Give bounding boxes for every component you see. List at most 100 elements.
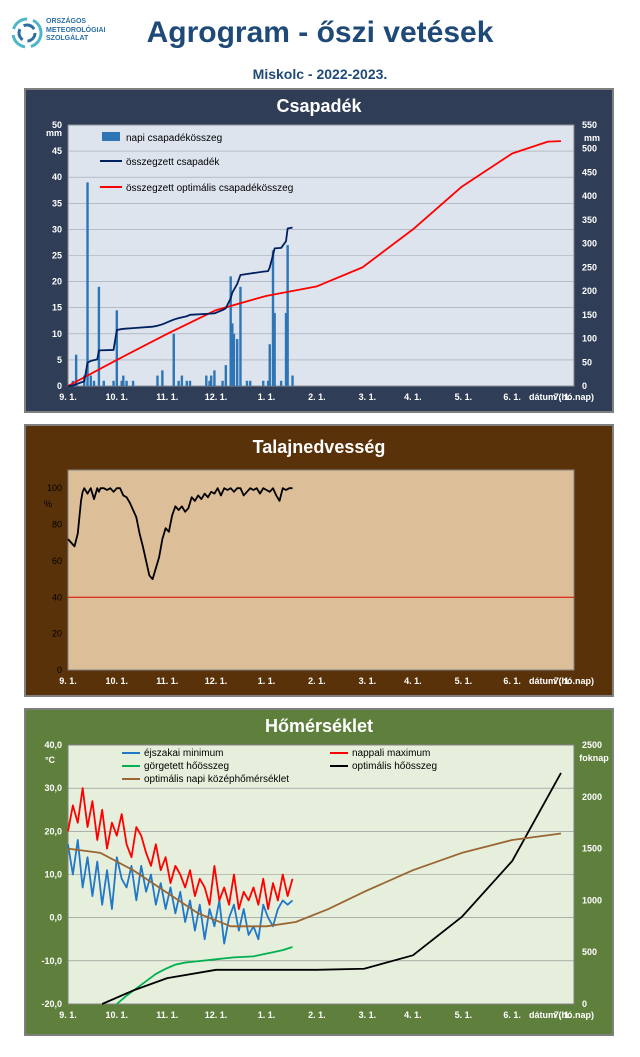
precip-bar [273, 312, 276, 386]
rolling-heat-line [116, 946, 293, 1005]
x-tick-label: 3. 1. [359, 1010, 377, 1020]
y2-tick-label: 450 [582, 167, 597, 177]
y-tick-label: 20 [52, 629, 62, 639]
optimal-heat-sum-line [101, 772, 562, 1005]
x-tick-label: 2. 1. [308, 392, 326, 402]
y-tick-label: 45 [52, 146, 62, 156]
precip-bar [224, 365, 228, 386]
precip-bar [115, 310, 119, 386]
precip-bar [177, 380, 180, 386]
x-tick-label: 7. 1. [554, 676, 572, 686]
x-tick-label: 4. 1. [404, 676, 422, 686]
legend-label: nappali maximum [352, 748, 430, 759]
precip-bar [161, 370, 164, 386]
chart-title: Hőmérséklet [265, 716, 373, 736]
precip-bar [89, 375, 92, 386]
precip-bar [156, 375, 159, 386]
x-tick-label: 3. 1. [359, 392, 377, 402]
y-tick-label: 0,0 [49, 913, 62, 923]
x-tick-label: 1. 1. [258, 392, 276, 402]
precip-bar [268, 344, 271, 386]
x-axis-label: dátum (hó.nap) [529, 1010, 594, 1020]
precip-bar [236, 339, 239, 386]
y-tick-label: 40,0 [44, 740, 62, 750]
precip-bar [188, 380, 192, 386]
y2-tick-label: 2000 [582, 792, 602, 802]
omsz-logo: ORSZÁGOS METEOROLÓGIAI SZOLGÁLAT [10, 16, 130, 60]
y-tick-label: 25 [52, 251, 62, 261]
y2-tick-label: 550 [582, 120, 597, 130]
precip-bar [185, 380, 188, 386]
x-tick-label: 2. 1. [308, 676, 326, 686]
chart-title: Csapadék [276, 96, 362, 116]
x-tick-label: 5. 1. [455, 392, 473, 402]
x-tick-label: 9. 1. [59, 1010, 77, 1020]
x-tick-label: 4. 1. [404, 392, 422, 402]
x-tick-label: 5. 1. [455, 676, 473, 686]
y-tick-label: 80 [52, 520, 62, 530]
y-tick-label: 15 [52, 303, 62, 313]
y-tick-label: 30,0 [44, 783, 62, 793]
precip-bar [249, 380, 252, 386]
y-tick-label: 5 [57, 355, 62, 365]
y-axis-label: % [44, 499, 52, 509]
y-tick-label: -10,0 [41, 956, 62, 966]
precip-bar [209, 375, 213, 386]
precip-bar [120, 380, 123, 386]
y2-tick-label: 500 [582, 947, 597, 957]
x-axis-label: dátum (hó.nap) [529, 392, 594, 402]
precip-bar [279, 380, 283, 386]
precip-bar [131, 380, 135, 386]
x-tick-label: 11. 1. [156, 676, 178, 686]
y2-tick-label: 0 [582, 999, 587, 1009]
legend-label: optimális hőösszeg [352, 761, 437, 772]
y2-tick-label: 200 [582, 286, 597, 296]
day-max-line [67, 787, 294, 910]
y2-tick-label: 150 [582, 310, 597, 320]
precip-bar [245, 380, 249, 386]
y-tick-label: 10,0 [44, 870, 62, 880]
precipitation-panel: Csapadék 9. 1. 10. 1. 11. 1. 12. 1. 1. 1. 2. 1… [24, 88, 614, 413]
y2-axis-label: foknap [579, 753, 609, 763]
y-tick-label: 60 [52, 556, 62, 566]
y2-tick-label: 100 [582, 334, 597, 344]
y-tick-label: -20,0 [41, 999, 62, 1009]
precip-bar [205, 375, 208, 386]
x-axis-label: dátum (hó.nap) [529, 676, 594, 686]
precip-bar [271, 250, 275, 386]
x-tick-label: 12. 1. [205, 392, 228, 402]
y-axis-label: mm [46, 128, 62, 138]
x-tick-label: 5. 1. [455, 1010, 473, 1020]
precip-bar [122, 375, 125, 386]
legend-label: napi csapadékösszeg [126, 133, 222, 144]
precip-bar [125, 380, 128, 386]
y-tick-label: 100 [47, 483, 62, 493]
x-tick-label: 10. 1. [106, 1010, 129, 1020]
page-subtitle: Miskolc - 2022-2023. [252, 66, 388, 82]
y2-tick-label: 250 [582, 262, 597, 272]
precip-bar [213, 370, 216, 386]
x-tick-label: 12. 1. [205, 1010, 228, 1020]
y2-tick-label: 2500 [582, 740, 602, 750]
precip-bar [180, 375, 184, 386]
precip-bar [239, 286, 242, 386]
x-tick-label: 1. 1. [258, 676, 276, 686]
chart-title: Talajnedvesség [253, 437, 386, 457]
x-tick-label: 2. 1. [308, 1010, 326, 1020]
logo-emblem-icon [11, 17, 43, 49]
precip-bar [291, 375, 294, 386]
y2-tick-label: 300 [582, 239, 597, 249]
x-tick-label: 10. 1. [106, 676, 129, 686]
cum-precip-line [67, 226, 293, 387]
x-tick-label: 10. 1. [106, 392, 129, 402]
x-tick-label: 11. 1. [156, 1010, 178, 1020]
precip-bar [172, 333, 175, 386]
precip-bar [266, 380, 270, 386]
optimal-mean-temp-line [67, 832, 562, 928]
precip-bar [74, 354, 78, 386]
y2-axis-label: mm [584, 133, 600, 143]
legend-swatch-bars [102, 132, 120, 141]
x-tick-label: 6. 1. [503, 392, 521, 402]
night-min-line [67, 839, 294, 945]
x-tick-label: 3. 1. [359, 676, 377, 686]
